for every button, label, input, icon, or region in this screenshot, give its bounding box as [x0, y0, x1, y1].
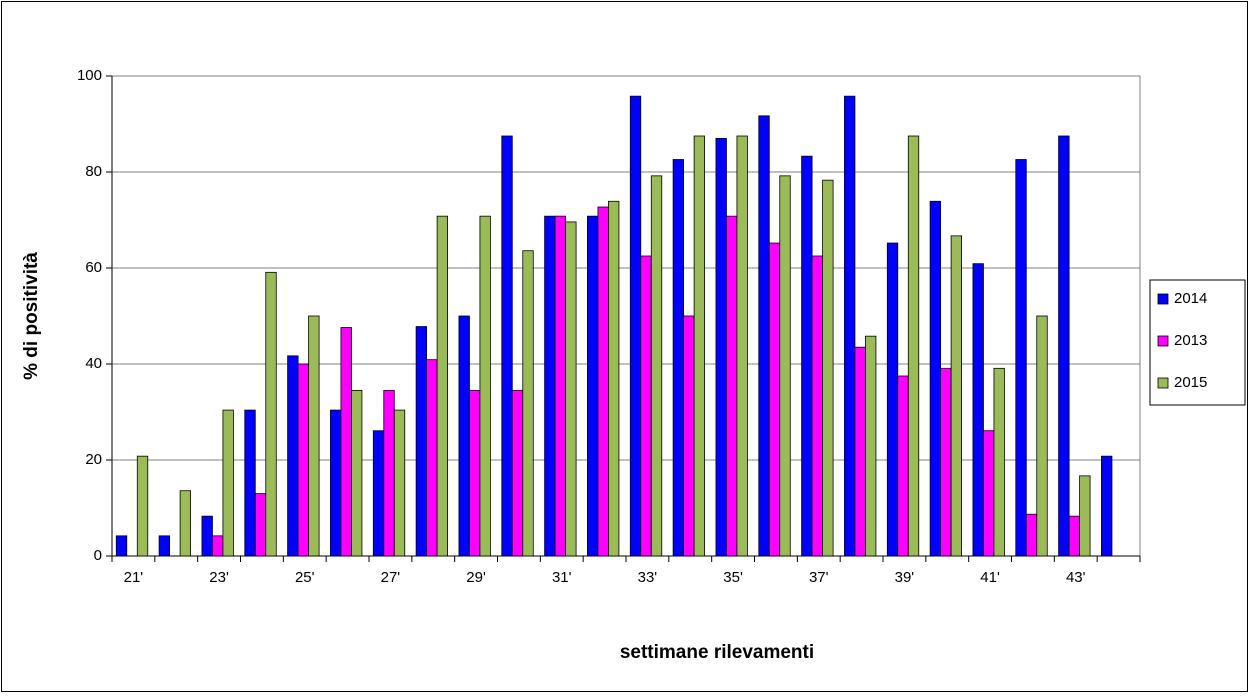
- bar: [383, 389, 395, 557]
- bar: [822, 179, 834, 557]
- bar: [608, 200, 620, 557]
- y-tick-label: 80: [85, 163, 102, 180]
- bar: [801, 155, 813, 557]
- bar: [372, 430, 385, 557]
- bar: [811, 255, 824, 557]
- bar: [287, 355, 299, 557]
- bar: [736, 135, 748, 557]
- bar: [1025, 513, 1038, 557]
- bar: [544, 215, 556, 557]
- legend-swatch: [1157, 335, 1169, 347]
- bar: [479, 215, 491, 557]
- y-tick-label: 100: [77, 67, 102, 84]
- bar: [340, 327, 352, 557]
- x-tick-label: 35': [723, 569, 743, 586]
- bar: [597, 206, 609, 557]
- bar: [179, 490, 191, 557]
- bar: [469, 389, 481, 557]
- bar: [683, 315, 695, 557]
- bar: [993, 367, 1005, 557]
- bar: [330, 409, 342, 557]
- bar: [351, 389, 363, 557]
- bar: [565, 221, 577, 557]
- legend-label: 2015: [1174, 374, 1207, 391]
- bar: [672, 159, 685, 557]
- bar: [1068, 515, 1081, 557]
- x-tick-label: 39': [895, 569, 915, 586]
- bar: [929, 200, 942, 557]
- y-axis-title: % di positività: [21, 252, 42, 380]
- bar: [950, 235, 962, 557]
- bar: [254, 493, 267, 557]
- bar: [1058, 135, 1070, 557]
- bar: [436, 215, 448, 557]
- bar: [972, 263, 984, 557]
- y-tick-label: 60: [85, 259, 102, 276]
- bar: [522, 250, 534, 557]
- bar: [201, 515, 213, 557]
- bar: [1015, 159, 1027, 557]
- bar: [650, 175, 663, 557]
- legend-label: 2013: [1174, 332, 1207, 349]
- bar: [308, 315, 320, 557]
- bar: [865, 335, 877, 557]
- legend-swatch: [1157, 293, 1169, 305]
- bar: [115, 535, 128, 557]
- bar: [426, 359, 438, 557]
- x-tick-label: 41': [980, 569, 1000, 586]
- bar: [726, 215, 738, 557]
- x-tick-label: 33': [638, 569, 658, 586]
- bar: [897, 375, 909, 557]
- bar: [554, 215, 567, 557]
- bar: [629, 95, 642, 557]
- bar: [501, 135, 513, 557]
- bar: [758, 115, 770, 557]
- bar: [940, 367, 952, 557]
- x-tick-label: 23': [209, 569, 229, 586]
- bar: [886, 242, 899, 557]
- bar: [511, 389, 524, 557]
- bar: [983, 430, 995, 557]
- y-tick-label: 0: [94, 547, 102, 564]
- x-tick-label: 43': [1066, 569, 1086, 586]
- bar: [415, 326, 428, 557]
- x-tick-label: 21': [124, 569, 144, 586]
- bar: [844, 95, 856, 557]
- bar: [768, 242, 781, 557]
- x-tick-label: 29': [466, 569, 486, 586]
- legend-swatch: [1157, 377, 1169, 389]
- bar: [136, 455, 149, 557]
- bar: [907, 135, 920, 557]
- bar: [640, 255, 652, 557]
- bar: [393, 409, 406, 557]
- plot-area: [111, 75, 1141, 557]
- bar: [244, 409, 256, 557]
- y-tick-label: 40: [85, 355, 102, 372]
- bar: [693, 135, 705, 557]
- bar: [854, 346, 866, 557]
- x-tick-label: 27': [381, 569, 401, 586]
- bar: [1036, 315, 1048, 557]
- bar: [715, 137, 727, 557]
- x-tick-label: 25': [295, 569, 315, 586]
- bar: [222, 409, 234, 557]
- x-tick-label: 37': [809, 569, 829, 586]
- legend-label: 2014: [1174, 290, 1207, 307]
- bar: [297, 363, 310, 557]
- bar: [458, 315, 470, 557]
- bar: [587, 215, 599, 557]
- bar: [1101, 455, 1113, 557]
- bar: [212, 535, 224, 557]
- bar: [1079, 475, 1091, 557]
- y-tick-label: 20: [85, 451, 102, 468]
- bar: [265, 271, 277, 557]
- x-tick-label: 31': [552, 569, 572, 586]
- x-axis-title: settimane rilevamenti: [620, 642, 814, 663]
- bar: [779, 175, 791, 557]
- bar: [158, 535, 171, 557]
